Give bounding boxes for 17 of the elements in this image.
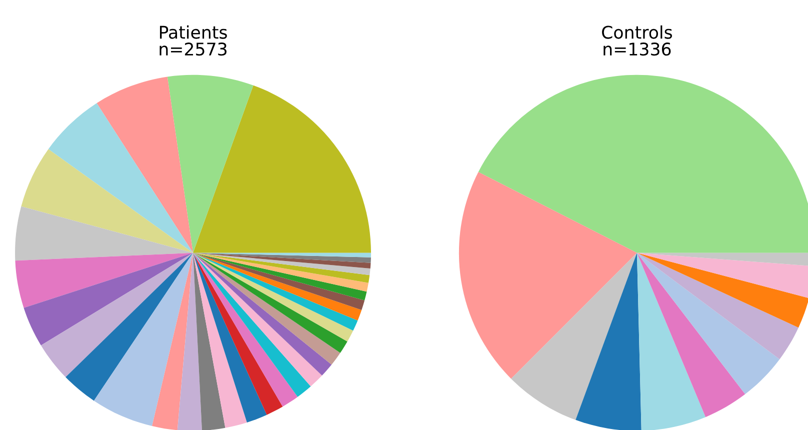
- pie-slice: [24, 252, 194, 346]
- pie-slice: [48, 103, 194, 253]
- pie-slice: [193, 252, 267, 422]
- chart-title: Patients n=2573: [160, 25, 227, 56]
- pie-slice: [15, 252, 194, 308]
- pie-slice: [66, 252, 194, 401]
- pie-slice: [15, 206, 194, 261]
- pie-slice: [193, 252, 226, 430]
- pie-slice: [193, 252, 368, 292]
- pie-slice: [193, 252, 283, 415]
- chart-title: Controls n=1336: [602, 25, 672, 56]
- pie-slice: [193, 252, 362, 320]
- pie-slice: [193, 252, 298, 407]
- pie-slice: [167, 74, 254, 253]
- pie-slice: [40, 252, 194, 378]
- pie-slice: [21, 149, 194, 253]
- pie-slice: [94, 252, 194, 426]
